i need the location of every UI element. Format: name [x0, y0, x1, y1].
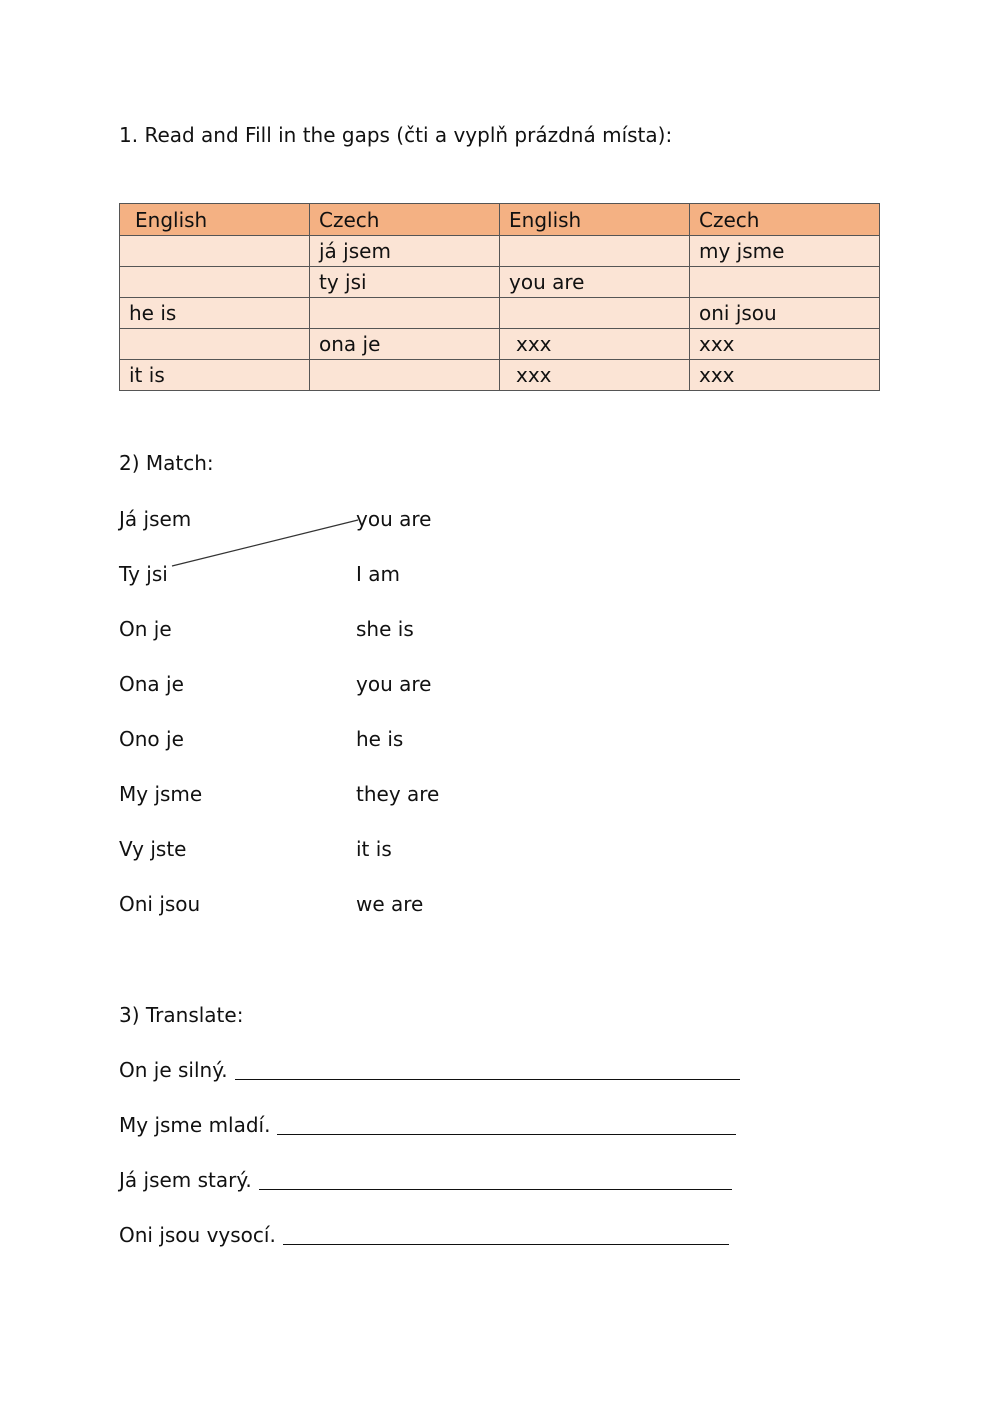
- match-left-item[interactable]: Já jsem: [119, 507, 192, 531]
- table-header-row: English Czech English Czech: [119, 203, 880, 236]
- table-cell[interactable]: it is: [119, 359, 310, 391]
- table-cell[interactable]: my jsme: [689, 235, 880, 267]
- match-left-item[interactable]: Ona je: [119, 672, 184, 696]
- answer-blank[interactable]: [258, 1171, 732, 1190]
- header-cell: Czech: [309, 203, 500, 236]
- match-right-item[interactable]: I am: [356, 562, 400, 586]
- translate-sentence: My jsme mladí.: [119, 1113, 271, 1137]
- table-cell[interactable]: xxx: [689, 359, 880, 391]
- section1-title: 1. Read and Fill in the gaps (čti a vypl…: [119, 123, 673, 147]
- match-left-item[interactable]: Oni jsou: [119, 892, 201, 916]
- match-left-item[interactable]: My jsme: [119, 782, 203, 806]
- answer-blank[interactable]: [234, 1061, 740, 1080]
- match-left-item[interactable]: Ty jsi: [119, 562, 168, 586]
- answer-blank[interactable]: [282, 1226, 729, 1245]
- table-row: it is xxx xxx: [119, 359, 880, 391]
- translate-item: On je silný.: [119, 1060, 740, 1080]
- match-right-item[interactable]: we are: [356, 892, 424, 916]
- table-cell[interactable]: xxx: [499, 328, 690, 360]
- table-row: he is oni jsou: [119, 297, 880, 329]
- match-right-item[interactable]: she is: [356, 617, 414, 641]
- match-right-item[interactable]: you are: [356, 507, 432, 531]
- table-cell[interactable]: já jsem: [309, 235, 500, 267]
- table-cell[interactable]: ona je: [309, 328, 500, 360]
- translate-item: Oni jsou vysocí.: [119, 1225, 729, 1245]
- table-row: ty jsi you are: [119, 266, 880, 298]
- match-left-item[interactable]: Ono je: [119, 727, 184, 751]
- table-cell[interactable]: oni jsou: [689, 297, 880, 329]
- match-left-item[interactable]: On je: [119, 617, 172, 641]
- table-cell[interactable]: he is: [119, 297, 310, 329]
- translate-item: My jsme mladí.: [119, 1115, 736, 1135]
- match-right-item[interactable]: you are: [356, 672, 432, 696]
- translate-sentence: Já jsem starý.: [119, 1168, 252, 1192]
- table-cell[interactable]: [499, 235, 690, 267]
- match-right-item[interactable]: he is: [356, 727, 404, 751]
- fill-gaps-table: English Czech English Czech já jsem my js…: [119, 203, 880, 391]
- match-right-item[interactable]: they are: [356, 782, 440, 806]
- translate-sentence: On je silný.: [119, 1058, 228, 1082]
- match-right-item[interactable]: it is: [356, 837, 392, 861]
- table-cell[interactable]: [119, 266, 310, 298]
- table-cell[interactable]: xxx: [689, 328, 880, 360]
- table-cell[interactable]: [119, 328, 310, 360]
- table-cell[interactable]: [309, 297, 500, 329]
- table-cell[interactable]: you are: [499, 266, 690, 298]
- table-cell[interactable]: [689, 266, 880, 298]
- header-cell: Czech: [689, 203, 880, 236]
- table-cell[interactable]: [499, 297, 690, 329]
- table-row: ona je xxx xxx: [119, 328, 880, 360]
- translate-sentence: Oni jsou vysocí.: [119, 1223, 276, 1247]
- section2-title: 2) Match:: [119, 451, 214, 475]
- table-cell[interactable]: [309, 359, 500, 391]
- section3-title: 3) Translate:: [119, 1003, 244, 1027]
- table-cell[interactable]: xxx: [499, 359, 690, 391]
- translate-item: Já jsem starý.: [119, 1170, 732, 1190]
- answer-blank[interactable]: [277, 1116, 736, 1135]
- table-cell[interactable]: ty jsi: [309, 266, 500, 298]
- match-left-item[interactable]: Vy jste: [119, 837, 187, 861]
